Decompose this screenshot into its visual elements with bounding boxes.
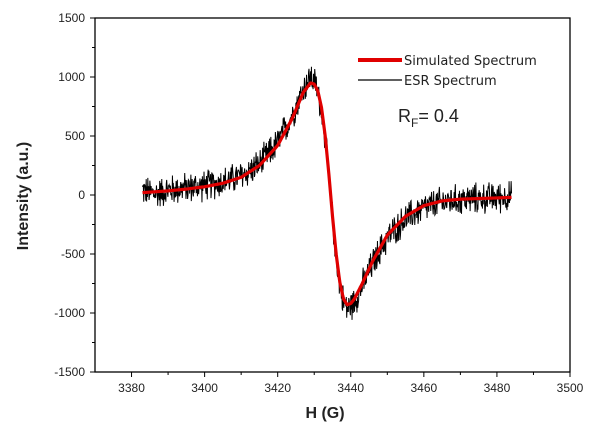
x-tick-label: 3380 [118, 381, 145, 395]
x-tick-label: 3420 [264, 381, 291, 395]
x-tick-label: 3400 [191, 381, 218, 395]
y-tick-label: -500 [61, 247, 85, 261]
x-tick-label: 3460 [410, 381, 437, 395]
legend-label-esr: ESR Spectrum [404, 74, 497, 89]
rf-annotation-suffix: = 0.4 [418, 106, 459, 126]
legend: Simulated Spectrum ESR Spectrum [358, 54, 537, 89]
y-axis-label: Intensity (a.u.) [15, 142, 32, 250]
rf-annotation-prefix: R [398, 106, 411, 126]
y-tick-label: -1500 [54, 365, 85, 379]
x-tick-label: 3500 [557, 381, 584, 395]
ticks-layer: 3380 3400 3420 3440 3460 3480 3500 1500 1000 500 0… [54, 11, 583, 395]
x-axis-label: H (G) [305, 405, 344, 422]
y-tick-label: 1000 [58, 70, 85, 84]
x-tick-label: 3440 [337, 381, 364, 395]
y-tick-label: -1000 [54, 306, 85, 320]
rf-annotation-subscript: F [411, 116, 418, 130]
y-tick-label: 1500 [58, 11, 85, 25]
y-tick-label: 0 [78, 188, 85, 202]
series-esr-spectrum [142, 66, 513, 320]
series-simulated-spectrum [141, 81, 513, 307]
series-layer [141, 66, 513, 320]
legend-label-simulated: Simulated Spectrum [404, 54, 537, 69]
y-tick-label: 500 [65, 129, 85, 143]
rf-annotation: RF= 0.4 [398, 106, 459, 130]
x-tick-label: 3480 [484, 381, 511, 395]
